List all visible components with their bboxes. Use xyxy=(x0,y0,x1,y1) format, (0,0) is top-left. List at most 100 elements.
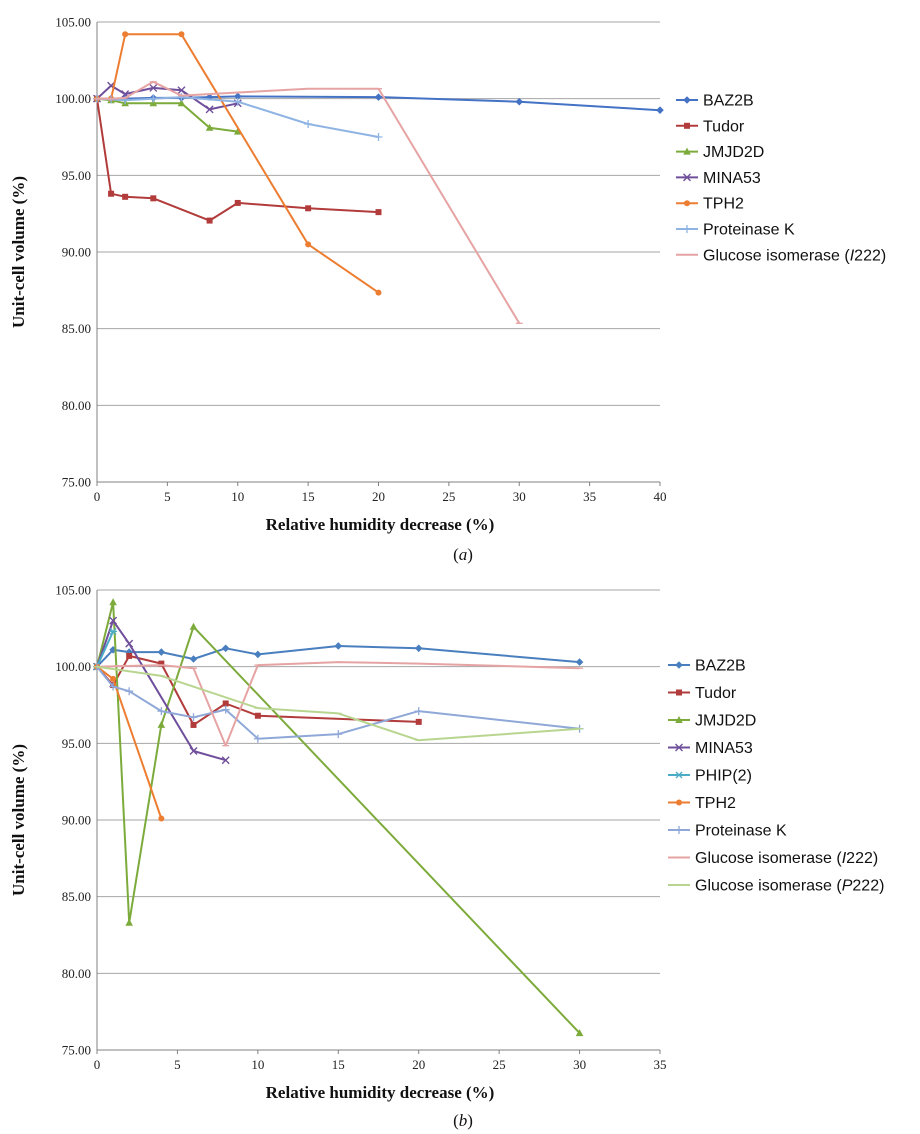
legend-label: Tudor xyxy=(703,118,745,135)
data-point xyxy=(304,119,313,128)
data-point xyxy=(656,106,664,114)
series-line-glucose-isomerase-i222 xyxy=(96,661,580,747)
series-tph2 xyxy=(94,31,382,296)
data-point xyxy=(125,639,134,648)
y-tick-label: 105.00 xyxy=(55,15,91,30)
legend-marker xyxy=(684,122,690,129)
legend-item: JMJD2D xyxy=(676,144,764,161)
y-tick-label: 100.00 xyxy=(55,91,91,106)
data-point xyxy=(414,644,423,653)
data-point xyxy=(158,660,165,667)
data-point xyxy=(334,730,343,739)
y-tick-label: 80.00 xyxy=(62,966,91,981)
data-point xyxy=(222,700,229,707)
data-point xyxy=(206,217,213,224)
legend-label: JMJD2D xyxy=(695,713,756,730)
legend-label: Glucose isomerase (P222) xyxy=(695,878,884,895)
data-point xyxy=(234,199,241,206)
data-point xyxy=(177,93,186,102)
legend-marker xyxy=(675,716,683,723)
data-point xyxy=(157,720,166,728)
data-point xyxy=(177,99,186,107)
legend: BAZ2B Tudor JMJD2D MINA53 PHIP(2) TPH2 Protein… xyxy=(668,658,884,895)
data-point xyxy=(374,133,383,141)
x-tick-label: 25 xyxy=(493,1057,506,1072)
data-point xyxy=(178,31,185,38)
data-point xyxy=(110,675,117,682)
legend-label: Glucose isomerase (I222) xyxy=(703,247,886,264)
data-point xyxy=(109,627,118,635)
legend-label: Proteinase K xyxy=(695,823,787,840)
data-point xyxy=(233,127,242,135)
data-point xyxy=(189,747,198,755)
data-point xyxy=(305,241,312,248)
x-tick-label: 10 xyxy=(231,489,244,504)
legend-item: Proteinase K xyxy=(676,222,795,239)
data-point xyxy=(157,707,166,716)
y-axis-title: Unit-cell volume (%) xyxy=(9,176,28,328)
legend-marker xyxy=(684,200,690,207)
data-point xyxy=(109,616,118,625)
series-mina53 xyxy=(93,616,230,765)
legend-label: Proteinase K xyxy=(703,222,795,239)
data-point xyxy=(305,205,312,212)
legend-label: MINA53 xyxy=(695,740,753,757)
data-point xyxy=(149,99,158,107)
panel-caption: (b) xyxy=(453,1111,473,1130)
data-point xyxy=(334,642,343,650)
series-line-tph2 xyxy=(97,33,380,294)
data-point xyxy=(150,195,157,202)
legend-marker xyxy=(683,96,691,104)
legend-label: MINA53 xyxy=(703,170,761,187)
x-tick-label: 35 xyxy=(654,1057,667,1072)
series-line-glucose-isomerase-i222 xyxy=(97,80,521,324)
x-axis-title: Relative humidity decrease (%) xyxy=(266,515,495,534)
legend-label: JMJD2D xyxy=(703,144,764,161)
y-tick-label: 95.00 xyxy=(62,736,91,751)
legend-label: PHIP(2) xyxy=(695,768,752,785)
legend-item: Tudor xyxy=(668,685,737,702)
legend-marker xyxy=(683,147,691,155)
data-point xyxy=(375,209,382,216)
data-point xyxy=(253,734,262,743)
series-mina53 xyxy=(93,81,242,114)
y-tick-label: 85.00 xyxy=(62,321,91,336)
data-point xyxy=(190,721,197,728)
series-line-proteinase-k xyxy=(96,666,580,740)
legend-item: Glucose isomerase (P222) xyxy=(668,878,884,895)
y-tick-label: 85.00 xyxy=(62,889,91,904)
x-tick-label: 35 xyxy=(583,489,596,504)
legend-item: MINA53 xyxy=(676,170,761,187)
panel-caption: (a) xyxy=(453,545,473,564)
data-point xyxy=(205,105,214,114)
y-tick-label: 105.00 xyxy=(55,583,91,598)
x-tick-label: 0 xyxy=(94,1057,101,1072)
legend-item: MINA53 xyxy=(668,740,753,757)
series-tudor xyxy=(94,95,382,224)
data-point xyxy=(189,655,198,663)
data-point xyxy=(158,815,165,822)
legend-marker xyxy=(675,743,683,752)
data-point xyxy=(221,644,230,653)
series-glucose-isomerase-i222 xyxy=(93,80,523,324)
x-tick-label: 0 xyxy=(94,489,101,504)
series-jmjd2d xyxy=(93,598,584,1037)
legend-label: TPH2 xyxy=(695,795,736,812)
data-point xyxy=(125,687,134,696)
legend-item: Proteinase K xyxy=(668,823,787,840)
data-point xyxy=(221,756,230,765)
x-tick-label: 30 xyxy=(573,1057,586,1072)
x-axis-title: Relative humidity decrease (%) xyxy=(266,1083,495,1102)
legend-item: BAZ2B xyxy=(668,658,746,675)
legend-item: TPH2 xyxy=(676,196,744,213)
x-tick-label: 5 xyxy=(174,1057,181,1072)
legend-label: TPH2 xyxy=(703,196,744,213)
data-point xyxy=(189,713,198,722)
x-tick-label: 25 xyxy=(442,489,455,504)
series-glucose-isomerase-p222 xyxy=(93,665,584,742)
series-line-jmjd2d xyxy=(96,97,238,133)
chart-panel-a: 75.00 80.00 85.00 90.00 95.00 100.00 105.00 0 5 1… xyxy=(9,15,886,565)
series-line-baz2b xyxy=(96,645,580,668)
x-tick-label: 20 xyxy=(412,1057,425,1072)
